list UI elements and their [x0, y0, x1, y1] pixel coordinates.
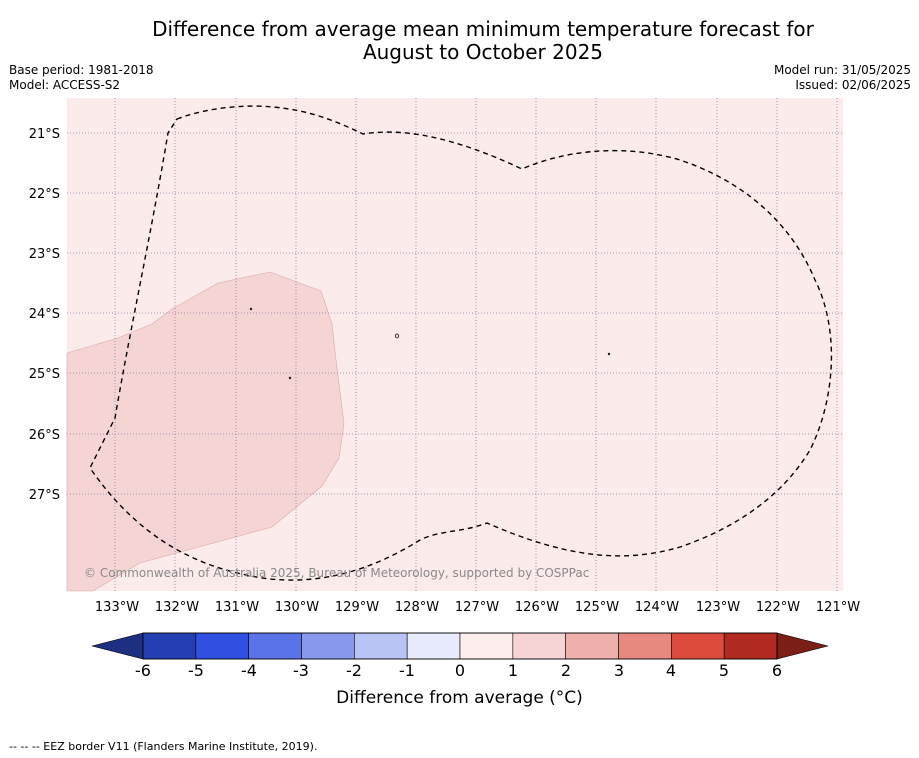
colorbar-title: Difference from average (°C): [336, 688, 583, 708]
lon-label-125w: 125°W: [575, 600, 619, 615]
base-period: Base period: 1981-2018: [9, 63, 154, 77]
map-title: Difference from average mean minimum tem…: [0, 18, 919, 64]
cbar-tick-neg4: -4: [241, 661, 257, 680]
latitude-gridlines: [67, 132, 843, 495]
lon-label-131w: 131°W: [215, 600, 259, 615]
meta-right: Model run: 31/05/2025 Issued: 02/06/2025: [774, 63, 911, 93]
lat-label-22s: 22°S: [29, 187, 60, 202]
lon-label-132w: 132°W: [155, 600, 199, 615]
lat-label-21s: 21°S: [29, 127, 60, 142]
model-run: Model run: 31/05/2025: [773, 63, 911, 77]
colorbar-segment: [565, 632, 619, 660]
cbar-tick-0: 0: [455, 661, 465, 680]
colorbar-segment: [142, 632, 197, 660]
cbar-tick-6: 6: [772, 661, 782, 680]
colorbar-under-arrow: [91, 632, 144, 660]
cbar-tick-neg1: -1: [399, 661, 415, 680]
colorbar-tick-labels: -6 -5 -4 -3 -2 -1 0 1 2 3 4 5 6: [135, 661, 782, 680]
colorbar-over-arrow: [776, 632, 829, 660]
colorbar-segment: [248, 632, 302, 660]
lon-label-126w: 126°W: [515, 600, 559, 615]
meta-left: Base period: 1981-2018 Model: ACCESS-S2: [9, 63, 154, 93]
cbar-tick-neg3: -3: [293, 661, 309, 680]
lon-label-133w: 133°W: [95, 600, 139, 615]
lon-label-127w: 127°W: [455, 600, 499, 615]
lat-label-24s: 24°S: [29, 307, 60, 322]
cbar-tick-3: 3: [614, 661, 624, 680]
lat-label-26s: 26°S: [29, 428, 60, 443]
island-markers: [249, 307, 611, 380]
cbar-tick-4: 4: [666, 661, 676, 680]
lon-label-122w: 122°W: [756, 600, 800, 615]
latitude-labels: 21°S 22°S 23°S 24°S 25°S 26°S 27°S: [29, 127, 60, 503]
lat-label-27s: 27°S: [29, 488, 60, 503]
longitude-labels: 133°W 132°W 131°W 130°W 129°W 128°W 127°…: [95, 600, 860, 615]
colorbar-segment: [195, 632, 249, 660]
colorbar-segment: [512, 632, 566, 660]
colorbar: -6 -5 -4 -3 -2 -1 0 1 2 3 4 5 6: [91, 632, 829, 680]
lat-label-23s: 23°S: [29, 247, 60, 262]
lon-label-128w: 128°W: [395, 600, 439, 615]
cbar-tick-neg2: -2: [346, 661, 362, 680]
lat-label-25s: 25°S: [29, 367, 60, 382]
anomaly-region-1-2: [66, 271, 345, 592]
cbar-tick-2: 2: [561, 661, 571, 680]
lon-label-130w: 130°W: [275, 600, 319, 615]
issued-date: Issued: 02/06/2025: [795, 78, 911, 92]
cbar-tick-neg6: -6: [135, 661, 151, 680]
title-line-1: Difference from average mean minimum tem…: [152, 17, 814, 41]
copyright-text: © Commonwealth of Australia 2025, Bureau…: [84, 566, 589, 580]
model-name: Model: ACCESS-S2: [9, 78, 121, 92]
cbar-tick-neg5: -5: [188, 661, 204, 680]
lon-label-124w: 124°W: [635, 600, 679, 615]
lon-label-121w: 121°W: [816, 600, 860, 615]
eez-border: [89, 105, 833, 581]
colorbar-segments: [142, 632, 778, 660]
colorbar-outline: [142, 632, 778, 660]
lon-label-129w: 129°W: [335, 600, 379, 615]
colorbar-segment: [723, 632, 778, 660]
eez-legend: -- -- -- EEZ border V11 (Flanders Marine…: [9, 740, 318, 753]
cbar-tick-1: 1: [508, 661, 518, 680]
colorbar-segment: [618, 632, 672, 660]
longitude-gridlines: [114, 98, 838, 591]
colorbar-segment: [406, 632, 461, 660]
colorbar-segment: [459, 632, 514, 660]
colorbar-segment: [301, 632, 355, 660]
cbar-tick-5: 5: [719, 661, 729, 680]
title-line-2: August to October 2025: [362, 40, 604, 64]
colorbar-segment: [354, 632, 408, 660]
lon-label-123w: 123°W: [696, 600, 740, 615]
colorbar-segment: [671, 632, 725, 660]
